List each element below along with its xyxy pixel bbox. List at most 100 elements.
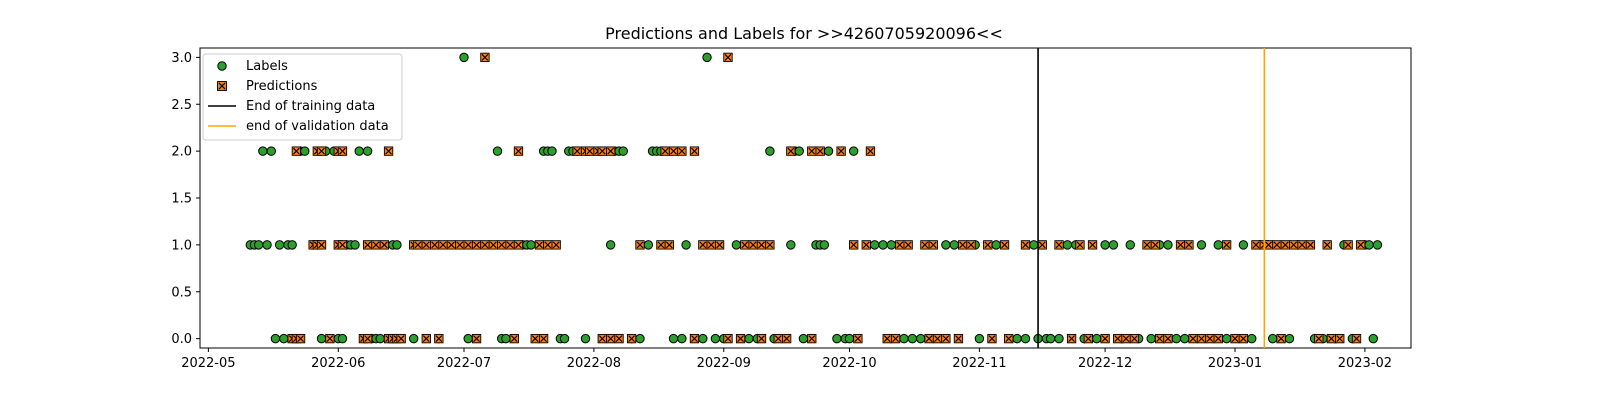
prediction-point [773,333,783,344]
label-point [832,333,842,344]
prediction-point [706,240,716,250]
prediction-point [1075,240,1085,250]
label-point [1372,240,1383,250]
prediction-point [325,333,335,344]
label-point [459,52,469,63]
label-point [392,240,402,250]
prediction-point [337,146,348,156]
label-point [710,333,721,344]
label-point [643,240,654,250]
legend-labels-text: Labels [246,59,288,74]
prediction-point [530,333,540,344]
label-point [279,333,289,344]
prediction-point [488,240,498,250]
x-tick-label: 2023-01 [1208,356,1262,371]
label-point [605,240,616,250]
prediction-point [1121,333,1131,344]
label-point [1196,240,1207,250]
label-point [823,146,834,156]
label-point [618,146,628,156]
label-point [463,333,473,344]
label-point [375,333,385,344]
prediction-point [446,240,457,250]
prediction-point [316,240,327,250]
prediction-point [1154,333,1165,344]
prediction-point [434,333,444,344]
prediction-point [698,240,708,250]
label-point [819,240,830,250]
prediction-point [1335,333,1345,344]
prediction-point [756,333,767,344]
prediction-point [1150,240,1161,250]
label-point [886,240,897,250]
labels-series [245,52,1383,344]
prediction-point [1351,333,1362,344]
prediction-point [421,333,431,344]
x-axis: 2022-05 2022-06 2022-07 2022-08 2022-09 2022-… [181,348,1392,371]
label-point [1020,333,1031,344]
prediction-point [660,146,670,156]
label-point [559,333,570,344]
prediction-point [1100,333,1110,344]
prediction-point [1037,240,1047,250]
label-point [677,333,687,344]
prediction-point [1289,240,1299,250]
prediction-point [1129,333,1140,344]
prediction-point [861,240,871,250]
prediction-point [1356,240,1366,250]
prediction-point [966,240,976,250]
prediction-point [1175,240,1186,250]
label-point [258,146,268,156]
label-point [1163,240,1173,250]
label-point [409,333,419,344]
prediction-point [1314,333,1324,344]
prediction-point [928,240,938,250]
label-point [337,333,348,344]
prediction-point [1066,333,1077,344]
prediction-point [513,146,524,156]
prediction-point [1054,240,1064,250]
prediction-point [597,333,607,344]
prediction-point [1238,333,1249,344]
label-point [526,240,536,250]
prediction-point [626,333,637,344]
label-point [848,146,859,156]
prediction-point [987,333,997,344]
legend-training-text: End of training data [246,99,375,114]
prediction-point [714,240,725,250]
label-point [274,240,285,250]
label-point [949,240,959,250]
x-tick-label: 2022-11 [952,356,1006,371]
prediction-point [371,240,381,250]
label-point [1012,333,1022,344]
label-point [1180,333,1190,344]
x-tick-label: 2022-05 [181,356,235,371]
label-point [698,333,708,344]
label-point [844,333,855,344]
prediction-point [1276,333,1286,344]
prediction-point [455,240,465,250]
prediction-point [291,146,302,156]
label-point [635,333,645,344]
legend-box [202,53,403,141]
x-tick-label: 2022-08 [567,356,621,371]
label-point [731,240,742,250]
prediction-point [438,240,448,250]
prediction-point [316,146,327,156]
prediction-point [1020,240,1031,250]
label-point [786,240,796,250]
label-point [1062,240,1073,250]
label-point [492,146,503,156]
prediction-point [1263,240,1274,250]
label-point [794,146,804,156]
x-tick-label: 2022-09 [697,356,751,371]
prediction-point [781,333,792,344]
prediction-point [903,240,913,250]
label-point [1364,240,1374,250]
prediction-point [430,240,440,250]
legend-predictions-marker-icon [217,81,227,91]
prediction-point [471,333,482,344]
prediction-point [1196,333,1207,344]
label-point [501,333,511,344]
